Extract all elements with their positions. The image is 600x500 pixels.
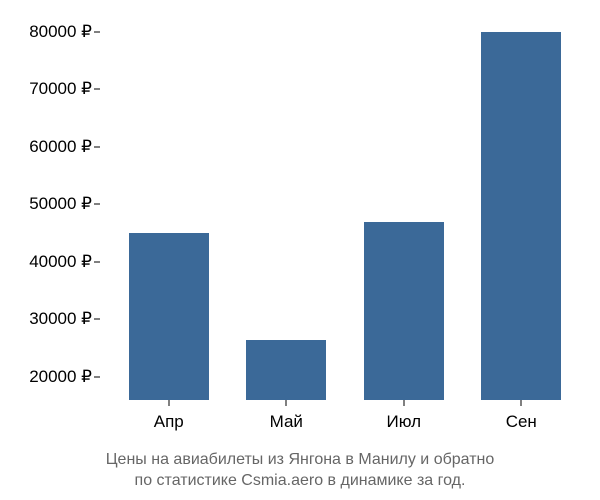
y-tick-mark bbox=[94, 204, 100, 205]
y-tick-label: 60000 ₽ bbox=[29, 137, 92, 157]
caption-line-2: по статистике Csmia.aero в динамике за г… bbox=[135, 472, 466, 489]
y-tick-mark bbox=[94, 261, 100, 262]
y-tick-label: 30000 ₽ bbox=[29, 309, 92, 329]
y-tick-label: 20000 ₽ bbox=[29, 367, 92, 387]
y-tick-label: 70000 ₽ bbox=[29, 79, 92, 99]
y-tick-mark bbox=[94, 31, 100, 32]
y-tick-label: 40000 ₽ bbox=[29, 252, 92, 272]
x-tick-label: Май bbox=[270, 412, 303, 432]
x-tick-label: Апр bbox=[154, 412, 184, 432]
x-tick-mark bbox=[286, 400, 287, 406]
x-axis: Апр Май Июл Сен bbox=[110, 400, 580, 440]
caption-line-1: Цены на авиабилеты из Янгона в Манилу и … bbox=[106, 451, 495, 468]
y-tick-mark bbox=[94, 89, 100, 90]
plot-area bbox=[110, 20, 580, 400]
y-tick-label: 80000 ₽ bbox=[29, 22, 92, 42]
bars-container bbox=[110, 20, 580, 400]
x-tick-label: Сен bbox=[506, 412, 537, 432]
y-tick-mark bbox=[94, 376, 100, 377]
bar bbox=[364, 222, 444, 400]
bar bbox=[246, 340, 326, 400]
chart-caption: Цены на авиабилеты из Янгона в Манилу и … bbox=[0, 449, 600, 492]
y-tick-mark bbox=[94, 146, 100, 147]
y-axis: 20000 ₽ 30000 ₽ 40000 ₽ 50000 ₽ 60000 ₽ 70000… bbox=[0, 20, 110, 400]
x-tick-mark bbox=[168, 400, 169, 406]
x-tick-label: Июл bbox=[386, 412, 421, 432]
price-chart: 20000 ₽ 30000 ₽ 40000 ₽ 50000 ₽ 60000 ₽ 70000… bbox=[0, 0, 600, 440]
y-tick-mark bbox=[94, 319, 100, 320]
bar bbox=[129, 233, 209, 400]
y-tick-label: 50000 ₽ bbox=[29, 194, 92, 214]
x-tick-mark bbox=[403, 400, 404, 406]
bar bbox=[481, 32, 561, 400]
x-tick-mark bbox=[521, 400, 522, 406]
